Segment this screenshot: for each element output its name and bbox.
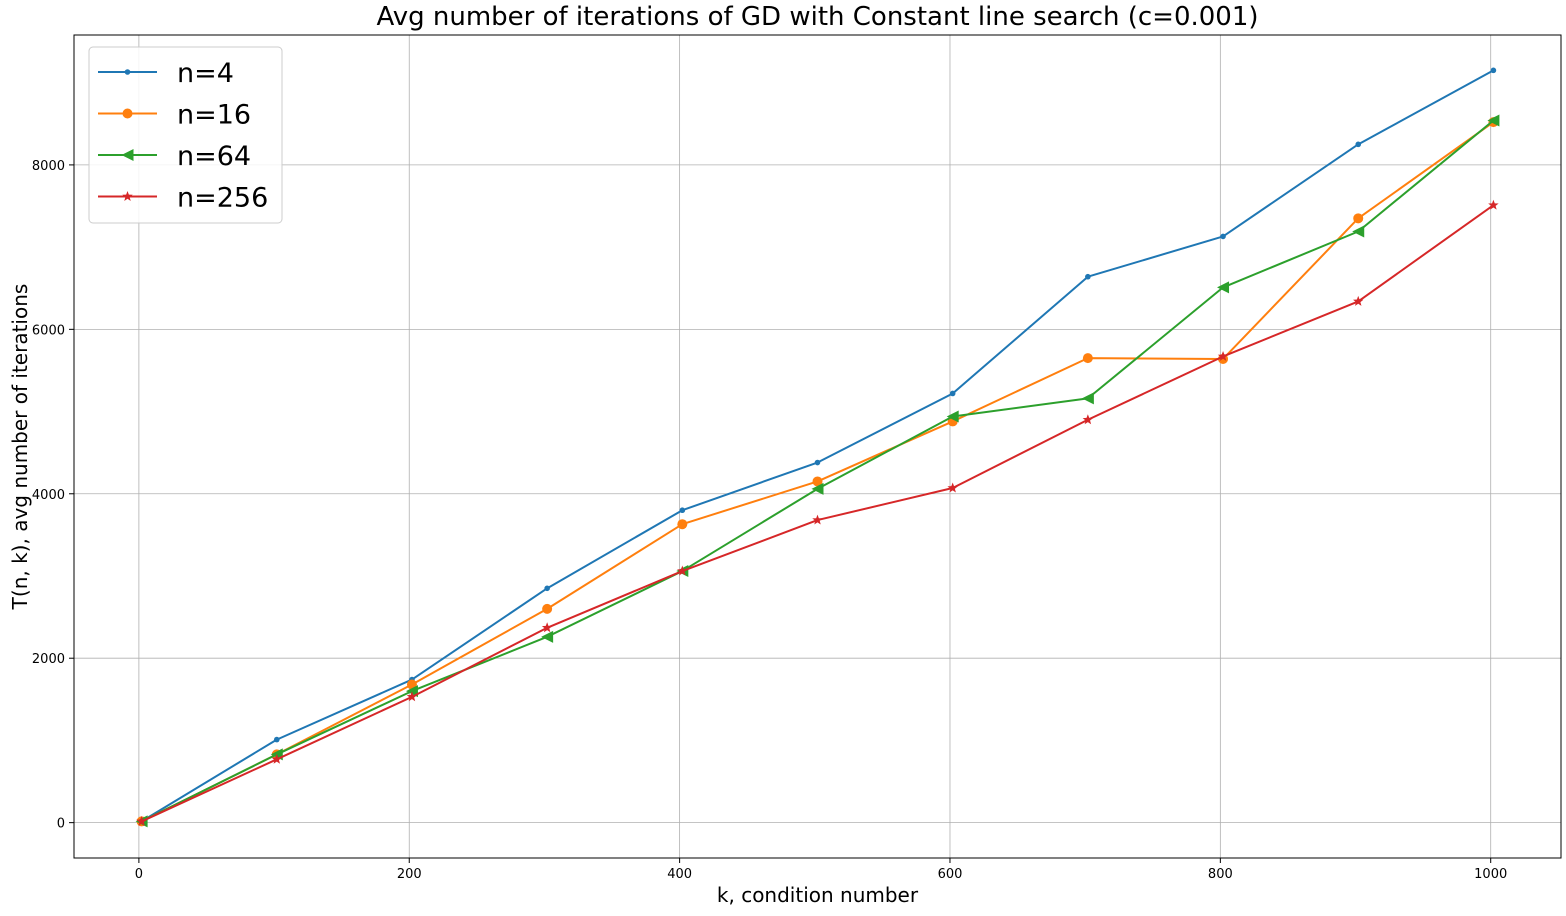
legend-label: n=16 [177, 100, 251, 131]
data-point [271, 753, 282, 764]
data-point [405, 685, 418, 698]
data-point [679, 507, 686, 514]
data-point [541, 630, 554, 643]
data-point [814, 459, 821, 466]
data-point [1490, 67, 1497, 74]
x-tick-label: 0 [135, 867, 143, 882]
data-point [1081, 392, 1094, 405]
legend-swatch-marker [124, 69, 131, 75]
data-point [406, 691, 418, 702]
legend-label: n=4 [177, 58, 234, 89]
axis-ticks: 0 200 400 600 800 1000 0 2000 4000 6000 8000 [32, 159, 1507, 882]
data-point [1217, 350, 1229, 361]
data-point [1353, 213, 1364, 224]
y-tick-label: 2000 [32, 652, 65, 667]
data-point [1085, 273, 1091, 280]
y-tick-label: 4000 [32, 488, 65, 503]
data-point [1352, 225, 1365, 238]
data-point [812, 476, 823, 487]
data-point [541, 622, 553, 633]
data-point [677, 565, 688, 576]
legend-item: n=16 [98, 100, 251, 131]
legend-swatch-marker [122, 191, 133, 201]
data-point [273, 736, 280, 743]
legend: n=4 n=16 n=64 n=256 [88, 46, 283, 224]
data-point [1355, 141, 1362, 148]
series-n=4 [138, 67, 1497, 825]
x-axis-title: k, condition number [717, 883, 919, 907]
data-point [812, 514, 823, 525]
legend-item: n=4 [98, 58, 234, 89]
gridlines [74, 35, 1561, 858]
data-point [136, 815, 147, 826]
x-tick-label: 400 [667, 867, 692, 882]
legend-label: n=256 [177, 183, 268, 214]
data-point [542, 603, 553, 614]
x-tick-label: 800 [1208, 867, 1233, 882]
y-tick-label: 6000 [32, 323, 65, 338]
x-tick-label: 200 [397, 867, 422, 882]
legend-item: n=64 [98, 141, 251, 172]
x-tick-label: 600 [938, 867, 963, 882]
data-point [1487, 114, 1500, 127]
x-tick-label: 1000 [1474, 867, 1507, 882]
y-tick-label: 0 [57, 817, 65, 832]
series-n=256 [136, 199, 1499, 826]
series-n=64 [135, 114, 1500, 828]
data-point [544, 585, 550, 592]
legend-swatch-marker [121, 149, 134, 161]
data-point [946, 410, 959, 423]
data-point [1217, 281, 1230, 294]
plot-area-frame [73, 34, 1562, 859]
data-point [677, 519, 688, 530]
y-tick-label: 8000 [32, 159, 65, 174]
data-point [1082, 353, 1093, 364]
legend-label: n=64 [177, 141, 251, 172]
data-point [1353, 295, 1364, 306]
data-point [1220, 233, 1226, 240]
series-lines [135, 67, 1500, 828]
chart-title: Avg number of iterations of GD with Cons… [376, 2, 1258, 32]
data-point [811, 482, 824, 495]
legend-swatch-marker [122, 108, 133, 119]
y-axis-title: T(n, k), avg number of iterations [8, 284, 32, 611]
data-point [947, 482, 958, 493]
legend-box [88, 46, 283, 224]
data-point [1488, 199, 1499, 210]
legend-item: n=256 [98, 183, 268, 214]
data-point [949, 390, 956, 397]
data-point [1082, 414, 1094, 425]
